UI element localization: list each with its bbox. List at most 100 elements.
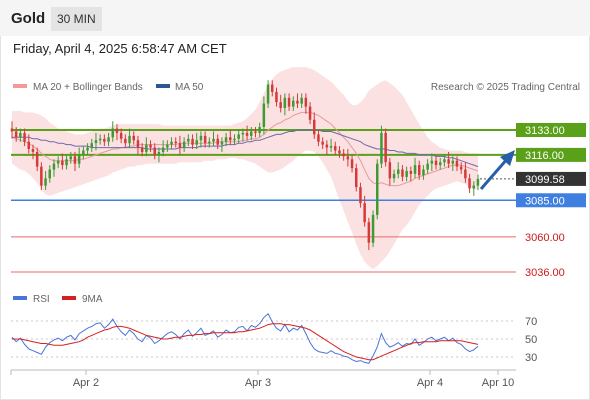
report-datetime: Friday, April 4, 2025 6:58:47 AM CET <box>13 41 227 56</box>
candle <box>44 170 47 191</box>
candle <box>401 165 404 182</box>
candle <box>56 156 60 169</box>
ma50-line <box>12 129 479 168</box>
x-tick-label: Apr 3 <box>245 377 271 389</box>
candle <box>409 166 413 182</box>
candle <box>380 125 383 169</box>
candle <box>52 159 56 177</box>
candle <box>434 156 438 170</box>
level-3133-00-badge <box>516 123 586 137</box>
candle <box>472 181 475 196</box>
level-3116-00-label: 3116.00 <box>525 150 564 162</box>
candle <box>317 130 320 147</box>
candle <box>119 128 123 144</box>
ma20-legend-swatch <box>13 84 27 88</box>
candle <box>170 137 173 150</box>
rsi-tick-label: 50 <box>525 334 537 346</box>
candle <box>136 135 140 155</box>
ma50-legend-label: MA 50 <box>175 82 204 93</box>
timeframe-button[interactable]: 30 MIN <box>51 7 102 31</box>
candle <box>329 138 333 152</box>
candle <box>287 93 291 111</box>
rsi-tick-label: 30 <box>525 352 537 364</box>
candle <box>199 131 203 148</box>
candle <box>124 134 127 148</box>
candle <box>73 151 77 171</box>
candle <box>308 102 312 125</box>
candle <box>321 137 324 150</box>
level-labels: 3133.00 3116.00 3099.58 3085.00 3060.00 3036.… <box>516 123 586 279</box>
level-3133-00-label: 3133.00 <box>525 125 565 137</box>
ma9-legend-label: 9MA <box>82 294 103 305</box>
candle <box>334 141 337 155</box>
x-axis-ticks: Apr 2 Apr 3 Apr 4 Apr 10 <box>10 370 514 389</box>
ma9-legend-swatch <box>62 296 76 300</box>
candle <box>254 127 257 138</box>
candle <box>115 124 119 141</box>
candle <box>245 125 249 141</box>
candle <box>363 195 366 227</box>
bollinger-band-area <box>12 67 478 270</box>
candle <box>355 163 358 192</box>
candle <box>31 144 35 160</box>
x-tick-label: Apr 10 <box>482 377 514 389</box>
candle <box>149 140 152 152</box>
candle <box>145 137 148 157</box>
level-3099-58-label: 3099.58 <box>525 174 565 186</box>
candle <box>35 147 39 171</box>
x-tick-label: Apr 4 <box>417 377 443 389</box>
candle <box>98 134 102 145</box>
candle <box>258 122 261 138</box>
level-3060-00-label: 3060.00 <box>525 232 565 244</box>
candle <box>476 174 480 191</box>
candle <box>86 143 89 155</box>
bollinger-bands <box>12 67 478 270</box>
candle <box>422 165 425 180</box>
candlesticks <box>10 80 480 251</box>
candle <box>359 182 362 208</box>
rsi-panel: 70 50 30 <box>11 313 537 364</box>
candle <box>367 217 371 251</box>
candle <box>157 147 161 163</box>
candle <box>262 96 266 135</box>
candle <box>14 127 18 142</box>
candle <box>107 132 110 147</box>
candle <box>216 134 219 150</box>
candle <box>455 156 459 171</box>
candle <box>304 93 308 114</box>
ma20-line <box>11 111 479 187</box>
candle <box>430 153 434 171</box>
candle <box>464 162 467 183</box>
candle <box>178 135 182 155</box>
candle <box>350 154 354 173</box>
candle <box>153 143 156 160</box>
candle <box>392 169 396 183</box>
candle <box>195 132 198 150</box>
candle <box>447 151 450 169</box>
candle <box>182 137 186 152</box>
candle <box>65 154 68 170</box>
instrument-title: Gold <box>11 10 46 27</box>
candle <box>388 157 392 186</box>
candle <box>40 162 43 191</box>
candle <box>237 130 240 144</box>
candle <box>397 162 400 179</box>
candle <box>132 131 135 145</box>
candle <box>23 128 26 147</box>
candle <box>212 131 215 147</box>
candle <box>296 93 299 109</box>
candle <box>241 128 245 142</box>
candle <box>300 93 303 109</box>
candle <box>10 121 14 139</box>
candle <box>69 151 72 164</box>
level-3116-00-badge <box>516 147 586 162</box>
candle <box>174 137 177 148</box>
candle <box>275 87 278 107</box>
candle <box>61 153 64 170</box>
candle <box>220 137 224 152</box>
candle <box>418 160 421 180</box>
candle <box>140 143 144 157</box>
candle <box>426 159 429 174</box>
rsi-line <box>11 313 479 364</box>
